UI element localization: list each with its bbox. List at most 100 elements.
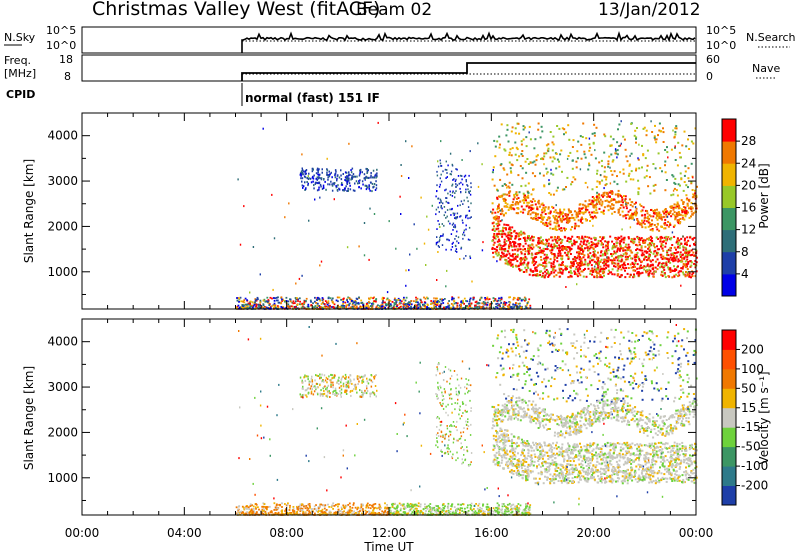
data-cell xyxy=(501,251,503,254)
data-cell xyxy=(348,179,350,182)
data-cell xyxy=(280,296,283,299)
data-cell xyxy=(482,512,485,515)
data-cell xyxy=(565,218,568,221)
data-cell xyxy=(565,286,567,288)
data-cell xyxy=(236,297,238,299)
data-cell xyxy=(650,264,653,267)
data-cell xyxy=(451,298,453,301)
data-cell xyxy=(505,228,508,231)
data-cell xyxy=(462,203,464,205)
data-cell xyxy=(570,217,573,220)
data-cell xyxy=(552,253,555,255)
data-cell xyxy=(500,509,503,512)
data-cell xyxy=(658,122,661,125)
data-cell xyxy=(628,254,631,257)
data-cell xyxy=(396,507,398,509)
data-cell xyxy=(613,273,616,276)
data-cell xyxy=(346,178,348,181)
data-cell xyxy=(318,173,320,176)
data-cell xyxy=(525,269,528,271)
data-cell xyxy=(523,261,526,264)
data-cell xyxy=(670,236,673,239)
data-cell xyxy=(630,257,633,260)
data-cell xyxy=(612,138,615,141)
data-cell xyxy=(635,213,638,216)
data-cell xyxy=(620,247,623,250)
data-cell xyxy=(246,299,248,302)
data-cell xyxy=(451,223,454,226)
data-cell xyxy=(641,271,644,274)
data-cell xyxy=(671,276,674,279)
data-cell xyxy=(621,196,623,199)
data-cell xyxy=(592,248,595,250)
data-cell xyxy=(595,268,598,271)
data-cell xyxy=(549,227,552,230)
data-cell xyxy=(654,167,657,170)
data-cell xyxy=(389,511,392,513)
data-cell xyxy=(528,511,530,514)
data-cell xyxy=(679,184,681,187)
data-cell xyxy=(579,274,582,277)
data-cell xyxy=(309,177,312,180)
data-cell xyxy=(496,302,499,305)
data-cell xyxy=(500,247,503,250)
data-cell xyxy=(625,253,628,256)
data-cell xyxy=(435,195,437,198)
data-cell xyxy=(676,194,679,197)
data-cell xyxy=(559,153,562,156)
data-cell xyxy=(594,238,597,241)
data-cell xyxy=(253,303,256,306)
data-cell xyxy=(537,251,540,254)
data-cell xyxy=(462,237,464,240)
data-cell xyxy=(518,507,520,510)
data-cell xyxy=(491,228,494,231)
data-cell xyxy=(589,245,592,247)
data-cell xyxy=(504,255,507,258)
data-cell xyxy=(467,217,469,220)
data-cell xyxy=(249,505,252,507)
data-cell xyxy=(542,262,545,265)
data-cell xyxy=(521,177,524,180)
data-cell xyxy=(545,265,548,268)
data-cell xyxy=(652,163,655,165)
data-cell xyxy=(657,134,659,137)
data-cell xyxy=(307,307,310,309)
data-cell xyxy=(576,275,579,278)
data-cell xyxy=(657,262,660,265)
data-cell xyxy=(627,236,630,239)
data-cell xyxy=(277,296,279,299)
data-cell xyxy=(524,253,526,256)
data-cell xyxy=(549,249,552,252)
data-cell xyxy=(601,270,604,273)
data-cell xyxy=(674,183,677,185)
data-cell xyxy=(610,170,613,172)
data-cell xyxy=(641,144,643,147)
data-cell xyxy=(656,253,659,256)
data-cell xyxy=(360,505,363,507)
data-cell xyxy=(246,307,249,309)
data-cell xyxy=(622,253,625,256)
data-cell xyxy=(565,228,567,230)
data-cell xyxy=(528,273,531,276)
data-cell xyxy=(455,235,457,237)
data-cell xyxy=(423,513,426,516)
data-cell xyxy=(507,185,510,188)
data-cell xyxy=(572,260,575,263)
data-cell xyxy=(509,167,512,170)
data-cell xyxy=(671,205,674,208)
data-cell xyxy=(595,186,598,188)
data-cell xyxy=(432,300,435,303)
data-cell xyxy=(506,510,508,513)
data-cell xyxy=(315,181,318,184)
data-cell xyxy=(527,249,530,251)
data-cell xyxy=(616,274,619,277)
data-cell xyxy=(673,224,676,227)
data-cell xyxy=(670,194,673,197)
data-cell xyxy=(686,202,689,205)
data-cell xyxy=(533,147,536,150)
data-cell xyxy=(565,246,567,249)
data-cell xyxy=(690,207,693,210)
data-cell xyxy=(319,504,321,507)
data-cell xyxy=(661,247,664,250)
data-cell xyxy=(493,241,496,244)
